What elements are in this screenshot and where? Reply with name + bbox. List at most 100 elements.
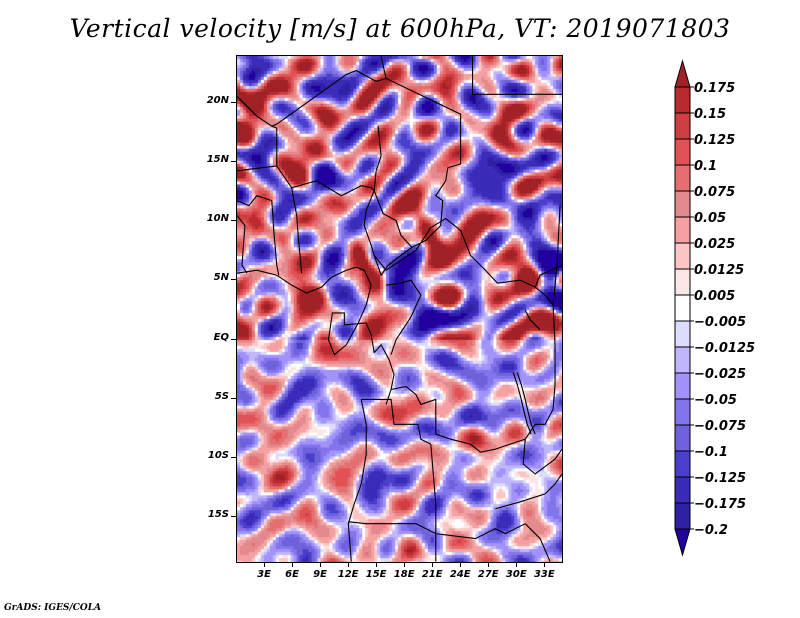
colorbar-box <box>674 242 691 270</box>
border-line <box>390 385 437 435</box>
colorbar-box <box>674 346 691 374</box>
x-tick-mark <box>348 563 350 567</box>
colorbar-box <box>674 294 691 322</box>
colorbar-box <box>674 502 691 530</box>
x-tick-label: 18E <box>393 569 415 580</box>
y-tick-label: EQ <box>213 331 229 343</box>
border-line <box>361 398 432 445</box>
x-tick-label: 21E <box>421 569 443 580</box>
x-tick-mark <box>376 563 378 567</box>
x-tick-label: 24E <box>449 569 471 580</box>
x-tick-label: 15E <box>365 569 387 580</box>
border-line <box>276 165 375 197</box>
colorbar-label: 0.175 <box>694 81 735 96</box>
y-tick-mark <box>231 397 236 399</box>
vertical-velocity-field <box>237 56 562 562</box>
y-tick-label: 15N <box>206 154 229 166</box>
y-tick-mark <box>231 515 236 517</box>
y-tick-mark <box>231 102 236 104</box>
colorbar: 0.175 0.15 0.125 0.1 0.075 0.05 0.025 0.0125 0.0… <box>674 59 755 557</box>
x-tick-label: 3E <box>257 569 271 580</box>
border-line <box>552 205 561 306</box>
border-line <box>291 187 303 274</box>
y-tick-label: 15S <box>207 508 229 520</box>
border-line <box>472 56 562 95</box>
colorbar-label: −0.1 <box>694 445 728 460</box>
colorbar-label: −0.175 <box>694 497 746 512</box>
colorbar-box <box>674 372 691 400</box>
border-line <box>534 264 562 288</box>
border-line <box>237 195 272 207</box>
colorbar-box <box>674 112 691 140</box>
colorbar-label: 0.125 <box>694 133 735 148</box>
x-tick-label: 30E <box>505 569 527 580</box>
colorbar-label: 0.075 <box>694 185 735 200</box>
colorbar-box <box>674 164 691 192</box>
country-borders <box>237 56 562 562</box>
x-tick-mark <box>544 563 546 567</box>
x-tick-mark <box>320 563 322 567</box>
border-line <box>522 439 562 475</box>
x-tick-mark <box>460 563 462 567</box>
y-tick-mark <box>231 220 236 222</box>
x-tick-label: 12E <box>337 569 359 580</box>
y-tick-label: 20N <box>206 95 229 107</box>
colorbar-box <box>674 476 691 504</box>
chart-title: Vertical velocity [m/s] at 600hPa, VT: 2… <box>69 14 731 43</box>
border-line <box>495 473 562 510</box>
map-plot-area <box>236 55 563 563</box>
colorbar-label: 0.05 <box>694 211 726 226</box>
colorbar-label: −0.075 <box>694 419 746 434</box>
colorbar-box <box>674 398 691 426</box>
colorbar-label: −0.0125 <box>694 341 755 356</box>
border-line <box>363 190 413 277</box>
border-line <box>237 125 278 172</box>
grads-credit: GrADS: IGES/COLA <box>4 603 102 613</box>
border-line <box>373 126 462 249</box>
coastline <box>237 266 372 294</box>
x-tick-mark <box>292 563 294 567</box>
border-line <box>386 279 422 355</box>
x-tick-label: 33E <box>533 569 555 580</box>
x-tick-mark <box>488 563 490 567</box>
border-line <box>237 215 248 274</box>
border-line <box>237 69 462 130</box>
colorbar-extend-bottom <box>674 528 691 557</box>
colorbar-label: 0.0125 <box>694 263 744 278</box>
border-line <box>271 200 280 276</box>
colorbar-box <box>674 424 691 452</box>
border-line <box>524 523 551 562</box>
border-line <box>435 304 556 453</box>
lake-outline <box>516 372 536 435</box>
x-tick-mark <box>404 563 406 567</box>
x-tick-mark <box>432 563 434 567</box>
colorbar-label: −0.005 <box>694 315 746 330</box>
colorbar-label: −0.05 <box>694 393 737 408</box>
lake-outline <box>524 309 541 331</box>
y-tick-mark <box>231 456 236 458</box>
colorbar-label: 0.025 <box>694 237 735 252</box>
x-tick-label: 6E <box>285 569 299 580</box>
border-line <box>373 343 395 405</box>
x-tick-mark <box>264 563 266 567</box>
y-tick-mark <box>231 161 236 163</box>
border-line <box>347 399 367 562</box>
colorbar-box <box>674 320 691 348</box>
colorbar-box <box>674 216 691 244</box>
border-line <box>348 521 526 540</box>
colorbar-label: −0.2 <box>694 523 728 538</box>
colorbar-label: 0.15 <box>694 107 726 122</box>
border-line <box>380 56 387 79</box>
colorbar-label: 0.1 <box>694 159 717 174</box>
y-tick-label: 10S <box>207 449 229 461</box>
x-tick-label: 27E <box>477 569 499 580</box>
y-tick-mark <box>231 338 236 340</box>
colorbar-label: 0.005 <box>694 289 735 304</box>
colorbar-box <box>674 86 691 114</box>
lake-outline <box>512 372 532 435</box>
border-line <box>430 444 437 562</box>
y-tick-label: 5N <box>213 272 229 284</box>
colorbar-label: −0.025 <box>694 367 746 382</box>
colorbar-box <box>674 450 691 478</box>
x-tick-label: 9E <box>313 569 327 580</box>
